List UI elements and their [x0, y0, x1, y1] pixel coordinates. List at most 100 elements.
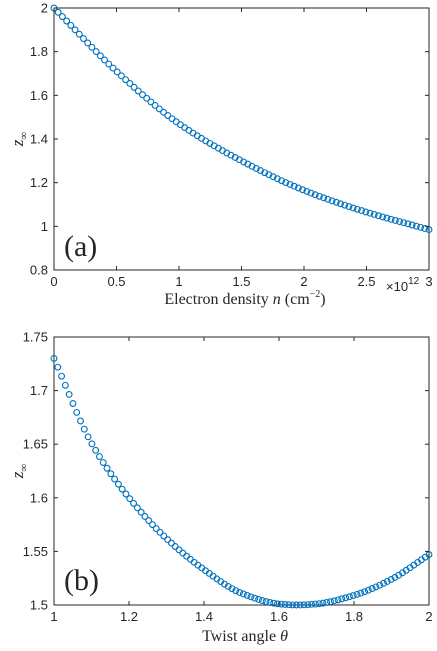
data-marker — [101, 56, 109, 64]
y-tick-label: 1.55 — [23, 544, 48, 559]
data-marker — [408, 221, 416, 229]
data-marker — [362, 208, 370, 216]
data-marker — [304, 601, 312, 609]
data-marker — [80, 425, 88, 433]
data-marker — [96, 52, 104, 60]
y-tick-label: 1.6 — [30, 88, 48, 103]
data-marker — [265, 171, 273, 179]
data-marker — [117, 72, 125, 80]
data-marker — [299, 186, 307, 194]
data-marker — [133, 504, 141, 512]
data-marker — [113, 68, 121, 76]
data-marker — [224, 582, 232, 590]
data-marker — [404, 220, 412, 228]
y-tick-label: 1 — [41, 219, 48, 234]
data-marker — [99, 459, 107, 466]
data-marker — [54, 8, 62, 16]
data-marker — [109, 64, 117, 72]
data-marker — [75, 30, 83, 38]
data-marker — [228, 585, 236, 593]
data-marker — [137, 508, 145, 516]
data-marker — [370, 211, 378, 218]
data-marker — [179, 549, 187, 557]
data-marker — [139, 91, 146, 99]
y-tick-label: 2 — [41, 1, 48, 16]
data-marker — [383, 214, 391, 222]
axes-box-a — [53, 7, 430, 271]
x-axis-label-b: Twist angle θ — [202, 628, 288, 645]
data-marker — [183, 552, 191, 560]
y-ticks-b: 1.5 1.55 1.6 1.65 1.7 1.75 — [23, 330, 429, 613]
data-marker — [286, 180, 294, 188]
data-marker — [323, 599, 331, 606]
x-tick-label: 2.5 — [357, 274, 375, 289]
y-axis-label-a: z∞ — [8, 132, 30, 148]
x-tick-label: 1.4 — [195, 609, 213, 624]
data-marker — [315, 600, 323, 608]
x-ticks-a: 0 0.5 1 1.5 2 2.5 3 — [50, 8, 433, 289]
data-marker — [114, 480, 122, 488]
data-marker — [147, 98, 155, 106]
data-marker — [278, 177, 285, 185]
data-marker — [185, 126, 193, 134]
data-marker — [152, 525, 160, 532]
data-marker — [50, 354, 58, 362]
data-marker — [289, 601, 297, 609]
data-markers-a — [50, 4, 433, 234]
data-marker — [243, 591, 251, 599]
data-marker — [105, 60, 113, 68]
data-marker — [338, 595, 346, 603]
data-marker — [149, 521, 156, 529]
x-ticks-b: 1 1.2 1.4 1.6 1.8 2 — [50, 337, 433, 624]
data-marker — [372, 583, 380, 591]
x-tick-label: 1.8 — [345, 609, 363, 624]
x-tick-label: 1 — [50, 609, 57, 624]
data-marker — [155, 105, 163, 113]
x-tick-label: 0.5 — [107, 274, 125, 289]
data-marker — [270, 599, 278, 607]
data-marker — [364, 586, 372, 594]
data-marker — [122, 76, 130, 84]
data-marker — [126, 495, 134, 503]
data-marker — [324, 195, 332, 203]
data-marker — [294, 184, 302, 192]
data-marker — [285, 601, 293, 609]
data-marker — [342, 594, 350, 602]
data-marker — [247, 593, 255, 601]
data-marker — [141, 513, 149, 520]
data-marker — [134, 87, 142, 95]
data-marker — [319, 599, 327, 607]
panel-label-a: (a) — [64, 230, 97, 263]
data-marker — [88, 440, 96, 448]
data-marker — [311, 600, 319, 608]
data-marker — [380, 579, 387, 587]
data-marker — [292, 601, 300, 609]
panel-label-b: (b) — [64, 564, 99, 597]
data-marker — [300, 601, 308, 609]
data-marker — [376, 581, 384, 589]
data-marker — [164, 536, 172, 544]
data-marker — [73, 408, 81, 416]
data-marker — [167, 539, 175, 547]
x-tick-label: 1.2 — [120, 609, 138, 624]
data-marker — [303, 187, 311, 195]
data-marker — [92, 48, 100, 56]
data-marker — [103, 464, 111, 472]
data-marker — [54, 363, 62, 371]
data-marker — [111, 475, 119, 483]
panel-b: 1 1.2 1.4 1.6 1.8 2 1.5 1.55 1.6 1.65 1.7 1.75 (b)… — [8, 330, 433, 646]
x-tick-label: 1.6 — [270, 609, 288, 624]
data-marker — [346, 593, 353, 601]
data-marker — [236, 588, 244, 596]
data-marker — [255, 595, 262, 603]
data-marker — [266, 599, 274, 606]
y-ticks-a: 0.8 1 1.2 1.4 1.6 1.8 2 — [30, 1, 429, 278]
data-marker — [361, 588, 369, 596]
data-marker — [181, 124, 189, 132]
data-marker — [334, 596, 342, 604]
y-tick-label: 1.7 — [30, 383, 48, 398]
data-marker — [330, 597, 338, 605]
y-tick-label: 1.5 — [30, 598, 48, 613]
x-tick-label: 3 — [425, 274, 432, 289]
data-marker — [92, 446, 100, 454]
